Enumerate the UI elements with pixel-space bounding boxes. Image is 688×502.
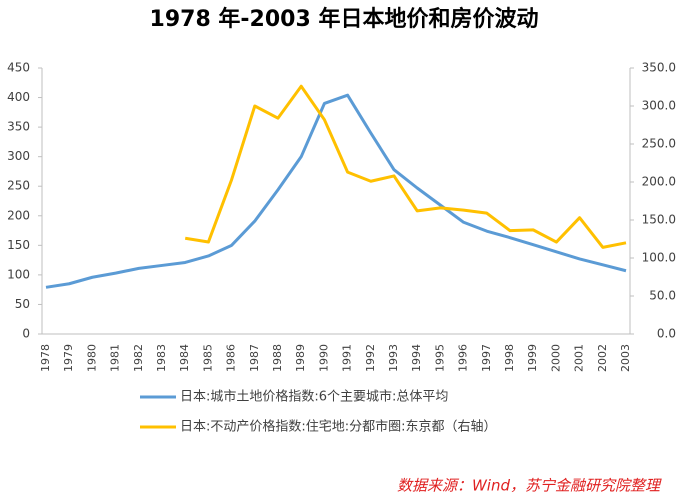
x-tick-label: 1989: [294, 344, 307, 372]
y2-tick-label: 0.0: [657, 327, 676, 341]
x-tick-label: 1987: [248, 344, 261, 372]
x-tick-label: 1997: [480, 344, 493, 372]
x-tick-label: 1981: [109, 344, 122, 372]
x-tick-label: 1993: [387, 344, 400, 372]
x-tick-label: 2003: [619, 344, 632, 372]
y2-tick-label: 100.0: [642, 251, 676, 265]
x-tick-label: 2000: [549, 344, 562, 372]
y-tick-label: 400: [7, 90, 30, 104]
series-line: [45, 93, 627, 289]
y2-tick-label: 150.0: [642, 213, 676, 227]
y-tick-label: 450: [7, 61, 30, 75]
x-tick-label: 1999: [526, 344, 539, 372]
x-tick-label: 1982: [132, 344, 145, 372]
legend-label: 日本:城市土地价格指数:6个主要城市:总体平均: [180, 389, 448, 405]
x-tick-label: 2002: [596, 344, 609, 372]
x-tick-label: 1980: [85, 344, 98, 372]
x-tick-label: 1991: [341, 344, 354, 372]
x-tick-label: 1985: [201, 344, 214, 372]
y-tick-label: 0: [22, 327, 30, 341]
x-tick-label: 1995: [433, 344, 446, 372]
y-tick-label: 250: [7, 179, 30, 193]
x-tick-label: 1998: [503, 344, 516, 372]
x-tick-label: 1978: [39, 344, 52, 372]
x-tick-label: 1988: [271, 344, 284, 372]
series-line: [184, 84, 627, 249]
x-tick-label: 1983: [155, 344, 168, 372]
y2-tick-label: 200.0: [642, 175, 676, 189]
x-tick-label: 1984: [178, 344, 191, 372]
y-tick-label: 150: [7, 238, 30, 252]
y-tick-label: 300: [7, 149, 30, 163]
y-tick-label: 350: [7, 120, 30, 134]
chart-title: 1978 年-2003 年日本地价和房价波动: [150, 6, 539, 32]
y2-tick-label: 300.0: [642, 99, 676, 113]
y2-tick-label: 250.0: [642, 137, 676, 151]
x-tick-label: 1994: [410, 344, 423, 372]
x-tick-label: 1990: [317, 344, 330, 372]
x-tick-label: 1986: [225, 344, 238, 372]
y-tick-label: 50: [15, 297, 30, 311]
source-note: 数据来源：Wind，苏宁金融研究院整理: [397, 477, 662, 495]
x-tick-label: 1979: [62, 344, 75, 372]
y-tick-label: 200: [7, 208, 30, 222]
y2-tick-label: 50.0: [649, 289, 676, 303]
x-tick-label: 2001: [573, 344, 586, 372]
y-tick-label: 100: [7, 267, 30, 281]
x-tick-label: 1996: [457, 344, 470, 372]
legend-label: 日本:不动产价格指数:住宅地:分都市圈:东京都（右轴）: [180, 419, 497, 435]
y2-tick-label: 350.0: [642, 61, 676, 75]
x-tick-label: 1992: [364, 344, 377, 372]
